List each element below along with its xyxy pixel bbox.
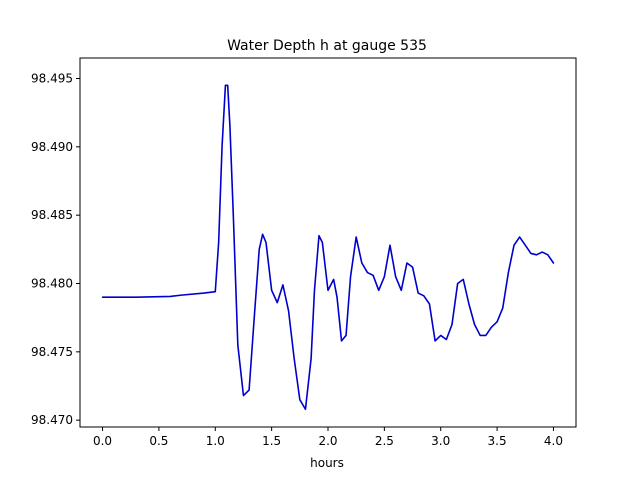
x-tick-label: 4.0 xyxy=(544,434,563,448)
y-axis: 98.470 98.475 98.480 98.485 98.490 98.495 xyxy=(31,72,80,427)
x-tick-label: 0.5 xyxy=(149,434,168,448)
x-tick-label: 2.0 xyxy=(318,434,337,448)
x-axis-label: hours xyxy=(310,456,344,470)
x-tick-label: 0.0 xyxy=(93,434,112,448)
y-tick-label: 98.470 xyxy=(31,413,73,427)
x-tick-label: 2.5 xyxy=(375,434,394,448)
x-tick-label: 1.0 xyxy=(206,434,225,448)
x-tick-label: 3.5 xyxy=(488,434,507,448)
x-axis: 0.0 0.5 1.0 1.5 2.0 2.5 3.0 3.5 4.0 xyxy=(93,427,563,448)
x-tick-label: 3.0 xyxy=(431,434,450,448)
y-tick-label: 98.480 xyxy=(31,277,73,291)
y-tick-label: 98.485 xyxy=(31,208,73,222)
y-tick-label: 98.495 xyxy=(31,72,73,86)
series-line-0 xyxy=(101,84,555,411)
y-tick-label: 98.475 xyxy=(31,345,73,359)
x-tick-label: 1.5 xyxy=(262,434,281,448)
chart-title: Water Depth h at gauge 535 xyxy=(227,38,427,54)
y-tick-label: 98.490 xyxy=(31,140,73,154)
